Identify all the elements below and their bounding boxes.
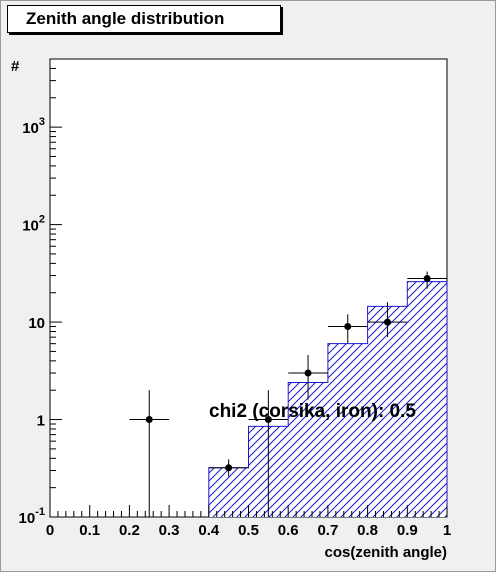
data-point <box>208 459 249 477</box>
data-point <box>367 302 408 338</box>
chart-title: Zenith angle distribution <box>26 9 225 28</box>
x-tick-label: 0.6 <box>278 522 299 539</box>
y-tick-label: 102 <box>22 214 45 235</box>
y-axis-label: # <box>11 58 20 75</box>
x-tick-label: 0.2 <box>119 522 140 539</box>
x-tick-label: 0.8 <box>357 522 378 539</box>
x-tick-label: 0.4 <box>198 522 220 539</box>
data-point-marker <box>145 416 153 424</box>
data-point-marker <box>304 369 312 377</box>
data-point <box>288 354 328 400</box>
y-tick-label: 1 <box>37 413 45 430</box>
x-tick-label: 0 <box>46 522 54 539</box>
data-point <box>248 390 289 517</box>
data-point-marker <box>264 416 272 424</box>
histogram-bar <box>407 281 447 517</box>
data-point-marker <box>423 274 431 282</box>
data-point <box>327 314 368 344</box>
x-axis-label: cos(zenith angle) <box>324 544 447 561</box>
y-tick-label: 10 <box>28 315 45 332</box>
histogram-bar <box>288 382 328 517</box>
x-tick-label: 0.5 <box>238 522 259 539</box>
x-tick-label: 1 <box>443 522 451 539</box>
histogram-bar <box>367 306 408 517</box>
histogram-bar <box>327 343 368 517</box>
histogram-outline <box>208 281 448 517</box>
x-tick-label: 0.1 <box>79 522 100 539</box>
chi2-annotation: chi2 (corsika, iron): 0.5 <box>209 401 416 422</box>
data-point <box>129 390 170 517</box>
axes-layer: 0 0.1 0.2 0.3 0.4 0.5 0.6 0.7 0.8 0.9 1 10-1 1 10 102 1… <box>19 58 451 539</box>
chart-title-box: Zenith angle distribution <box>7 5 281 33</box>
x-tick-label: 0.9 <box>397 522 418 539</box>
data-point-marker <box>383 318 391 326</box>
x-tick-label: 0.7 <box>317 522 338 539</box>
data-point <box>407 271 447 289</box>
data-point-marker <box>225 464 233 472</box>
y-tick-label: 10-1 <box>19 506 45 527</box>
data-points-layer <box>129 271 447 517</box>
data-point-marker <box>344 323 352 331</box>
x-tick-label: 0.3 <box>159 522 180 539</box>
y-tick-label: 103 <box>22 116 45 137</box>
histogram-layer <box>208 281 448 517</box>
